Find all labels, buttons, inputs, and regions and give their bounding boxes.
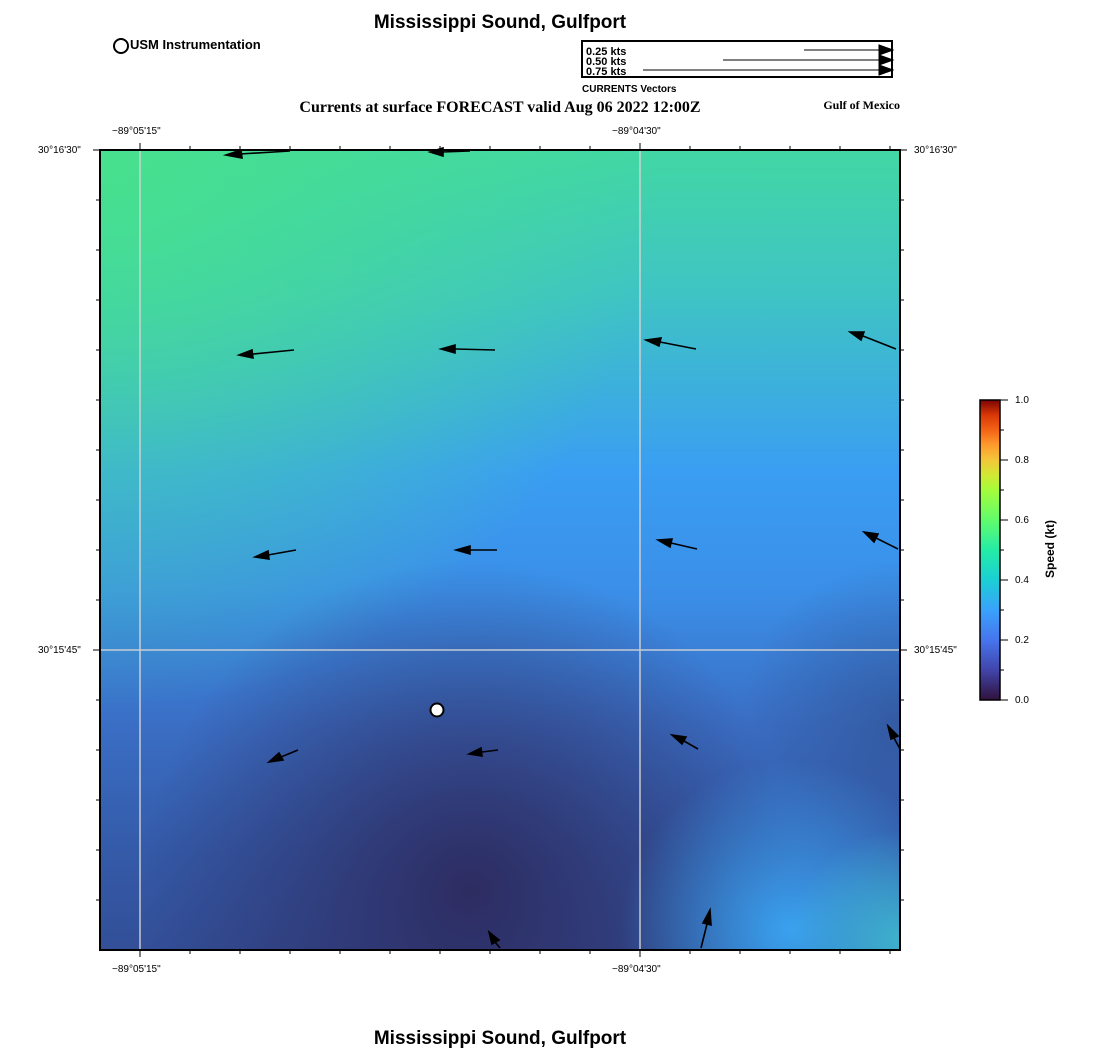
map-title: Mississippi Sound, Gulfport — [373, 12, 627, 33]
vector-legend: 0.25 kts 0.50 kts 0.75 kts — [581, 40, 893, 78]
legend-vector-arrow — [804, 44, 895, 56]
current-vector — [487, 929, 501, 949]
current-vector — [466, 746, 499, 757]
current-vector — [266, 749, 299, 764]
instrument-location-marker — [429, 702, 445, 718]
current-vector — [236, 348, 295, 360]
current-vector — [222, 148, 291, 159]
vector-legend-entry: 0.50 kts — [586, 56, 627, 68]
y-tick-label-left: 30°15'45" — [38, 645, 81, 656]
x-tick-label-top: −89°04'30" — [612, 126, 661, 137]
legend-vector-arrow — [643, 64, 895, 76]
current-vector — [438, 343, 496, 355]
x-tick-label-bottom: −89°05'15" — [112, 964, 161, 975]
current-vector — [643, 337, 697, 350]
vector-legend-entry: 0.75 kts — [586, 66, 627, 78]
vector-legend-caption: CURRENTS Vectors — [582, 84, 677, 95]
x-tick-label-bottom: −89°04'30" — [612, 964, 661, 975]
colorbar-tick-label: 0.0 — [1015, 695, 1029, 706]
region-label: Gulf of Mexico — [823, 98, 900, 112]
current-vector — [655, 538, 698, 550]
current-vector — [252, 549, 297, 560]
colorbar-tick-label: 0.2 — [1015, 635, 1029, 646]
current-vector — [427, 146, 471, 158]
current-vector — [886, 723, 901, 750]
vector-legend-entry: 0.25 kts — [586, 46, 627, 58]
instrument-legend-label: USM Instrumentation — [130, 37, 261, 52]
current-vector — [700, 907, 712, 949]
map-subtitle: Currents at surface FORECAST valid Aug 0… — [299, 99, 701, 116]
legend-vector-arrow — [723, 54, 895, 66]
x-tick-label-top: −89°05'15" — [112, 126, 161, 137]
colorbar-tick-label: 0.8 — [1015, 455, 1029, 466]
colorbar-tick-label: 1.0 — [1015, 395, 1029, 406]
colorbar-tick-label: 0.6 — [1015, 515, 1029, 526]
frame-ticks — [93, 143, 907, 957]
current-vector — [669, 733, 699, 750]
y-tick-label-right: 30°16'30" — [914, 145, 957, 156]
y-tick-label-left: 30°16'30" — [38, 145, 81, 156]
speed-field — [100, 150, 900, 950]
colorbar-ticks — [1000, 399, 1008, 701]
colorbar-tick-label: 0.4 — [1015, 575, 1029, 586]
current-vectors — [222, 146, 901, 949]
graticule — [100, 150, 900, 950]
map-title-bottom: Mississippi Sound, Gulfport — [373, 1028, 627, 1049]
vector-legend-arrows — [643, 44, 895, 76]
current-vector — [847, 331, 897, 350]
y-tick-label-right: 30°15'45" — [914, 645, 957, 656]
current-vector — [453, 544, 497, 556]
current-vector — [861, 530, 899, 550]
colorbar — [979, 399, 1001, 701]
instrument-marker-icon — [113, 38, 129, 54]
